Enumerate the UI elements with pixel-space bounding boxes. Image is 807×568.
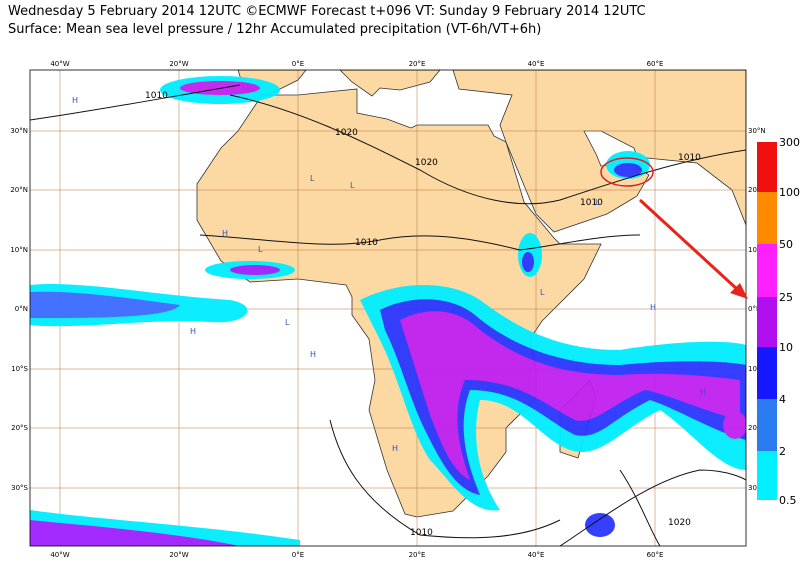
- legend-label: 0.5: [779, 494, 797, 507]
- title-line-1: Wednesday 5 February 2014 12UTC ©ECMWF F…: [8, 4, 646, 19]
- lat-label: 10°S: [748, 365, 765, 373]
- lat-label: 20°N: [748, 186, 766, 194]
- legend-swatch: [757, 244, 777, 297]
- marker: L: [258, 245, 263, 254]
- lon-label: 60°E: [647, 60, 664, 68]
- lon-label: 40°W: [50, 60, 69, 68]
- color-legend: 300 100 50 25 10 4 2 0.5: [757, 136, 800, 507]
- isobars: [30, 84, 746, 546]
- highlight-circle: [600, 157, 654, 187]
- lat-labels: 30°N 20°N 10°N 0°N 10°S 20°S 30°S 30°N 2…: [10, 127, 765, 492]
- marker: H: [650, 303, 656, 312]
- lon-label: 40°E: [528, 551, 545, 559]
- lat-label: 10°N: [10, 246, 28, 254]
- isobar-label: 1010: [410, 528, 433, 538]
- marker: H: [700, 388, 706, 397]
- lon-label: 60°E: [647, 551, 664, 559]
- legend-label: 100: [779, 186, 800, 199]
- legend-swatch: [757, 399, 777, 451]
- marker: H: [310, 350, 316, 359]
- legend-swatch: [757, 297, 777, 347]
- lat-label: 30°N: [748, 127, 766, 135]
- map-body: 1010 1020 1020 1010 1010 1010 1010 1020 …: [30, 70, 746, 546]
- legend-label: 50: [779, 238, 793, 251]
- lon-label: 20°E: [409, 60, 426, 68]
- lat-label: 20°S: [11, 424, 28, 432]
- lon-label: 0°E: [292, 60, 304, 68]
- title-line-2: Surface: Mean sea level pressure / 12hr …: [8, 22, 542, 37]
- legend-swatch: [757, 192, 777, 244]
- marker: H: [190, 327, 196, 336]
- lat-label: 30°S: [748, 484, 765, 492]
- lon-label: 40°W: [50, 551, 69, 559]
- arrow: [638, 198, 748, 299]
- isobar-labels: 1010 1020 1020 1010 1010 1010 1010 1020: [145, 91, 701, 538]
- legend-swatch: [757, 347, 777, 399]
- isobar-label: 1010: [145, 91, 168, 101]
- legend-label: 300: [779, 136, 800, 149]
- legend-label: 4: [779, 393, 786, 406]
- lat-label: 0°N: [748, 305, 761, 313]
- lat-label: 20°S: [748, 424, 765, 432]
- lon-labels: 40°W 20°W 0°E 20°E 40°E 60°E 40°W 20°W 0…: [50, 60, 663, 559]
- marker: H: [222, 229, 228, 238]
- legend-swatch: [757, 451, 777, 500]
- lon-label: 40°E: [528, 60, 545, 68]
- lon-label: 20°W: [169, 551, 188, 559]
- legend-label: 2: [779, 445, 786, 458]
- lat-label: 10°N: [748, 246, 766, 254]
- lat-label: 30°S: [11, 484, 28, 492]
- marker: H: [392, 444, 398, 453]
- isobar-label: 1010: [355, 238, 378, 248]
- marker: L: [285, 318, 290, 327]
- lon-label: 0°E: [292, 551, 304, 559]
- isobar-label: 1010: [678, 153, 701, 163]
- lat-label: 30°N: [10, 127, 28, 135]
- pressure-markers: H L L H L H L H H L H L H: [72, 96, 706, 453]
- legend-label: 10: [779, 341, 793, 354]
- lat-label: 10°S: [11, 365, 28, 373]
- map-frame: [29, 69, 747, 547]
- lon-label: 20°W: [169, 60, 188, 68]
- marker: L: [540, 288, 545, 297]
- lat-label: 0°N: [15, 305, 28, 313]
- legend-swatch: [757, 142, 777, 192]
- precipitation: [30, 76, 746, 546]
- isobar-label: 1020: [668, 518, 691, 528]
- lon-label: 20°E: [409, 551, 426, 559]
- isobar-label: 1010: [580, 198, 603, 208]
- marker: L: [310, 174, 315, 183]
- isobar-label: 1020: [415, 158, 438, 168]
- marker: H: [72, 96, 78, 105]
- legend-label: 25: [779, 291, 793, 304]
- marker: L: [350, 181, 355, 190]
- marker: L: [595, 198, 600, 207]
- lat-label: 20°N: [10, 186, 28, 194]
- isobar-label: 1020: [335, 128, 358, 138]
